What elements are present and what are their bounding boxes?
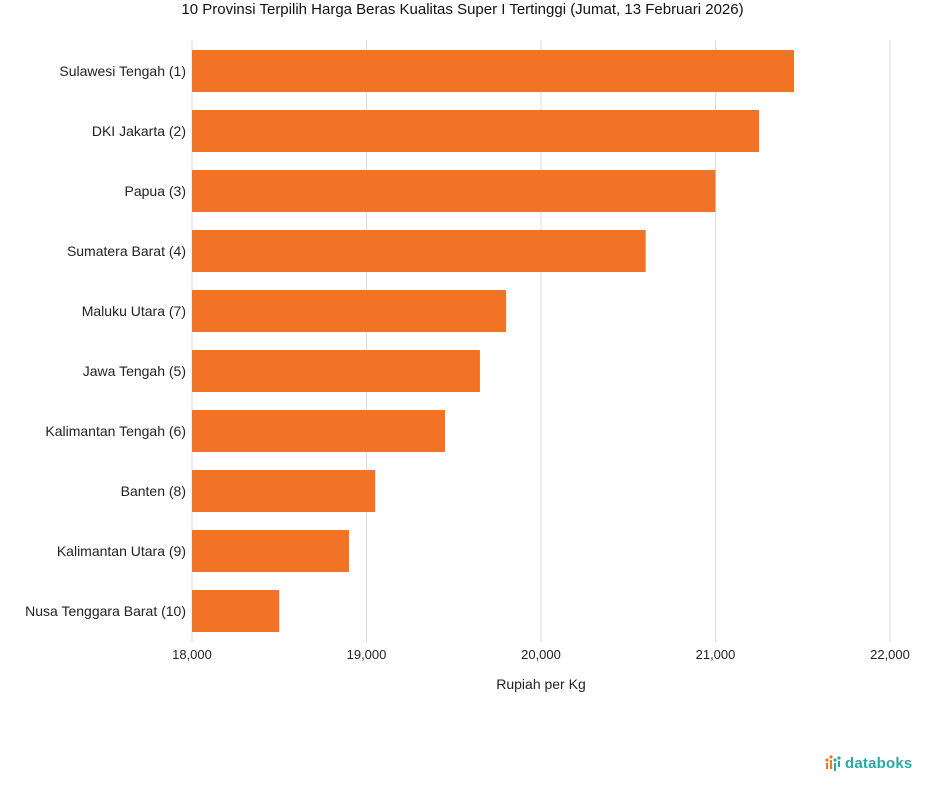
category-label: Banten (8) — [121, 483, 186, 499]
bar[interactable] — [192, 530, 350, 572]
bar[interactable] — [192, 230, 646, 272]
category-label: Maluku Utara (7) — [82, 303, 186, 319]
x-tick-label: 22,000 — [870, 647, 910, 662]
bar[interactable] — [192, 350, 480, 392]
bar[interactable] — [192, 470, 376, 512]
bar[interactable] — [192, 170, 716, 212]
category-label: Kalimantan Tengah (6) — [45, 423, 186, 439]
x-tick-label: 20,000 — [521, 647, 561, 662]
bars — [192, 50, 795, 632]
databoks-logo[interactable]: databoks — [824, 754, 912, 772]
x-axis-labels: 18,000 19,000 20,000 21,000 22,000 — [172, 647, 910, 662]
databoks-logo-text: databoks — [845, 754, 913, 772]
bar[interactable] — [192, 590, 280, 632]
chart-title: 10 Provinsi Terpilih Harga Beras Kualita… — [181, 1, 744, 18]
y-axis-labels: Sulawesi Tengah (1) DKI Jakarta (2) Papua … — [25, 63, 186, 619]
category-label: Jawa Tengah (5) — [83, 363, 186, 379]
bar[interactable] — [192, 410, 446, 452]
bar[interactable] — [192, 290, 507, 332]
bar[interactable] — [192, 110, 760, 152]
category-label: Sumatera Barat (4) — [67, 243, 186, 259]
x-tick-label: 19,000 — [347, 647, 387, 662]
category-label: Kalimantan Utara (9) — [57, 543, 186, 559]
x-axis-title: Rupiah per Kg — [496, 676, 586, 692]
category-label: Papua (3) — [125, 183, 186, 199]
category-label: Sulawesi Tengah (1) — [59, 63, 186, 79]
bar[interactable] — [192, 50, 795, 92]
category-label: Nusa Tenggara Barat (10) — [25, 603, 186, 619]
x-tick-label: 21,000 — [696, 647, 736, 662]
databoks-logo-icon — [825, 755, 841, 771]
x-tick-label: 18,000 — [172, 647, 212, 662]
category-label: DKI Jakarta (2) — [92, 123, 186, 139]
